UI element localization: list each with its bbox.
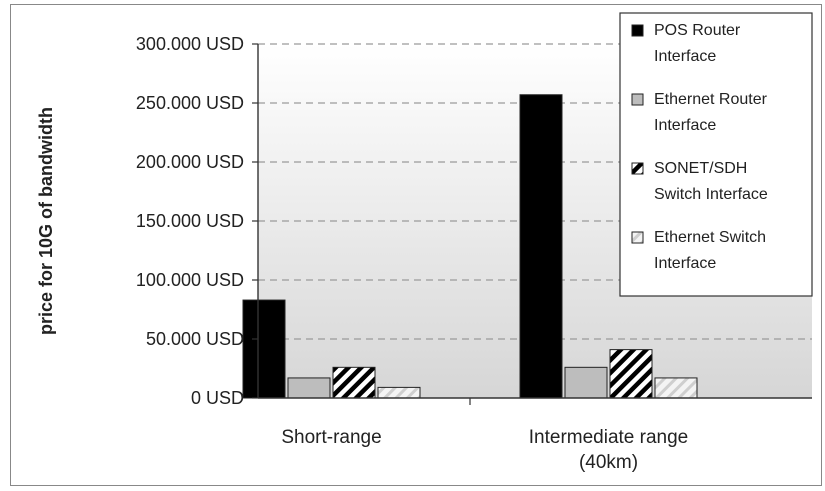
y-tick-label: 250.000 USD <box>136 93 244 113</box>
y-tick-label: 50.000 USD <box>146 329 244 349</box>
x-category-label: (40km) <box>579 452 638 473</box>
bar <box>564 366 608 399</box>
legend-label: Interface <box>654 48 716 65</box>
bar <box>609 349 653 399</box>
y-tick-label: 200.000 USD <box>136 152 244 172</box>
y-tick-label: 150.000 USD <box>136 211 244 231</box>
bar <box>654 377 698 399</box>
x-category-label: Intermediate range <box>529 427 689 448</box>
bar <box>287 377 331 399</box>
y-tick-label: 0 USD <box>191 388 244 408</box>
legend-label: SONET/SDH <box>654 160 747 177</box>
legend-swatch <box>631 93 644 106</box>
bar <box>519 94 563 399</box>
legend-swatch <box>631 162 644 175</box>
legend-label: Ethernet Switch <box>654 229 766 246</box>
legend-swatch <box>631 231 644 244</box>
bar <box>242 299 286 399</box>
legend-label: Interface <box>654 255 716 272</box>
x-category-label: Short-range <box>281 427 381 448</box>
legend-label: Switch Interface <box>654 186 768 203</box>
legend-box <box>619 12 813 297</box>
bar <box>332 366 376 399</box>
y-axis-label: price for 10G of bandwidth <box>36 107 56 335</box>
y-tick-label: 100.000 USD <box>136 270 244 290</box>
bar <box>377 386 421 399</box>
legend-swatch <box>631 24 644 37</box>
y-tick-label: 300.000 USD <box>136 34 244 54</box>
legend-label: Ethernet Router <box>654 91 768 108</box>
legend-label: Interface <box>654 117 716 134</box>
legend-label: POS Router <box>654 22 741 39</box>
